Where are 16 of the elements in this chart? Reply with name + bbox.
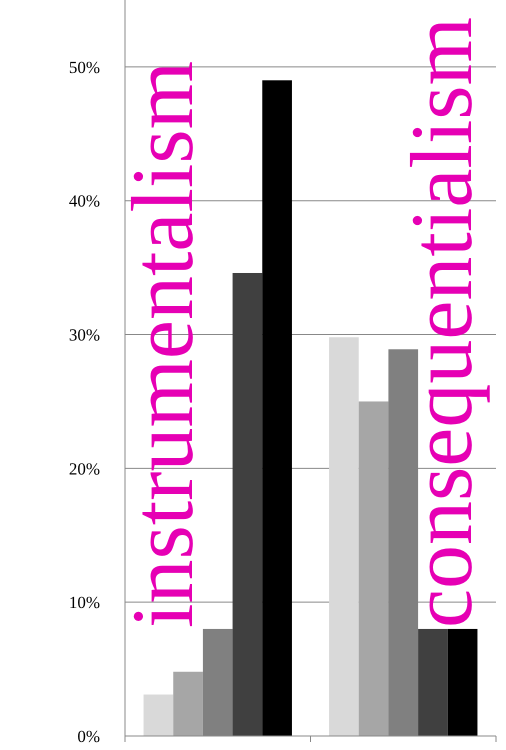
bar xyxy=(448,628,478,736)
annotation: consequentialism xyxy=(394,17,492,628)
bar xyxy=(173,672,203,736)
annotation: instrumentalism xyxy=(115,60,212,628)
y-tick-label: 10% xyxy=(68,593,100,612)
y-tick-label: 30% xyxy=(68,325,100,344)
bar xyxy=(418,628,448,736)
y-tick-label: 0% xyxy=(77,726,100,746)
bar xyxy=(232,272,262,736)
y-tick-label: 20% xyxy=(68,459,100,478)
bar xyxy=(262,80,292,736)
bar xyxy=(329,337,359,736)
y-tick-label: 40% xyxy=(68,192,100,211)
y-tick-label: 50% xyxy=(68,58,100,77)
bar xyxy=(144,694,174,736)
bar xyxy=(358,401,388,736)
